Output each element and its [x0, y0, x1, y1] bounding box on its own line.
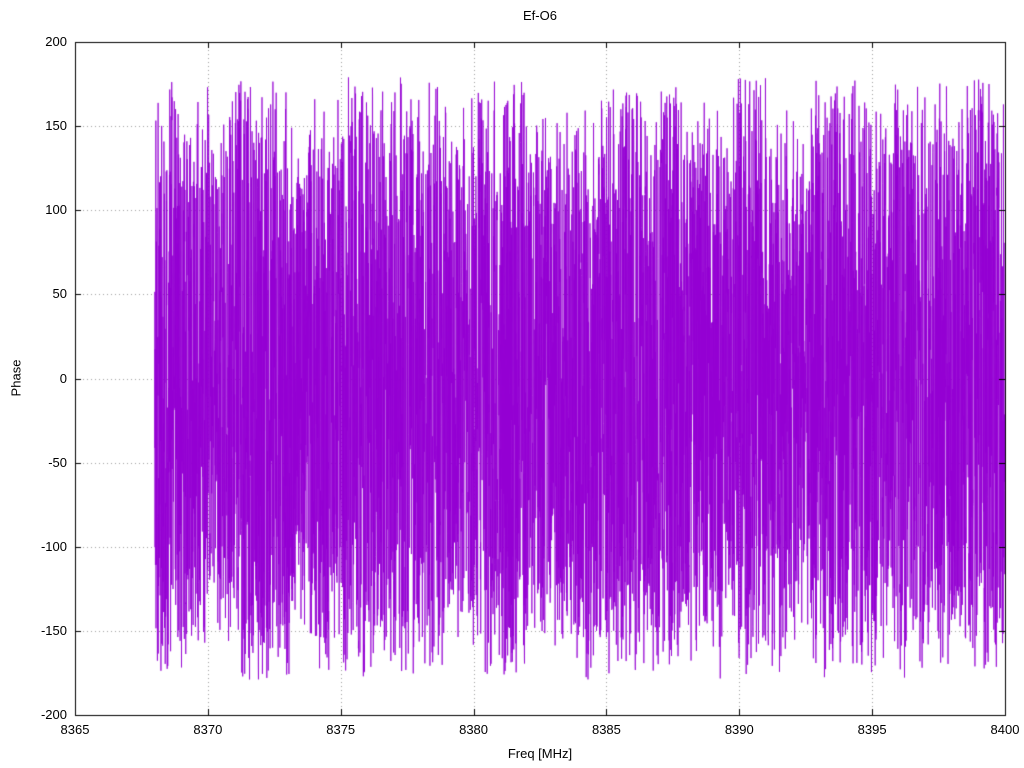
y-tick-label: 100: [45, 202, 67, 218]
y-tick-label: 50: [52, 286, 67, 302]
x-tick-label: 8400: [990, 722, 1020, 737]
x-tick-label: 8370: [193, 722, 223, 737]
x-tick-label: 8390: [724, 722, 754, 737]
y-tick-label: -100: [40, 538, 67, 554]
x-tick-label: 8375: [326, 722, 356, 737]
y-tick-label: 0: [59, 370, 67, 386]
y-tick-label: 200: [45, 34, 67, 49]
y-tick-label: -200: [40, 707, 67, 722]
y-tick-labels: -200 -150 -100 -50 0 50 100 150 200: [0, 0, 67, 768]
y-tick-label: 150: [45, 118, 67, 134]
x-tick-label: 8365: [60, 722, 90, 737]
x-tick-label: 8385: [591, 722, 621, 737]
y-tick-label: -150: [40, 622, 67, 638]
y-tick-label: -50: [48, 454, 67, 470]
x-tick-label: 8380: [459, 722, 489, 737]
chart-title: Ef-O6: [523, 8, 557, 23]
x-tick-label: 8395: [857, 722, 887, 737]
x-axis-label: Freq [MHz]: [507, 746, 573, 761]
